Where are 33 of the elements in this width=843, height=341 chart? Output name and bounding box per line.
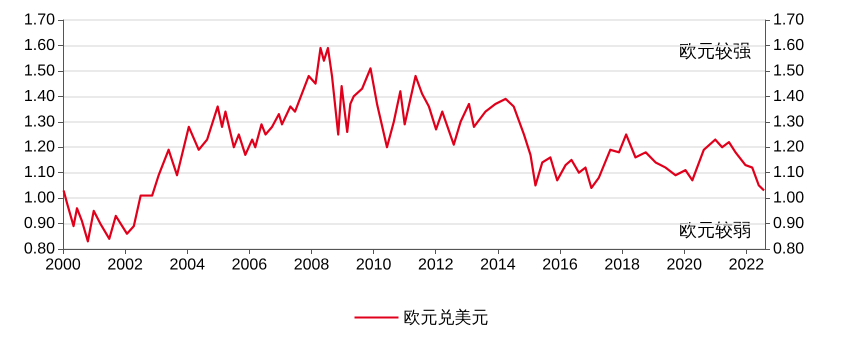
x-tick-label: 2018 [604,256,640,274]
y2-tick-label: 1.00 [773,190,804,207]
y-tick-label: 1.20 [24,138,56,156]
y-tick-label: 1.50 [24,62,56,80]
y-tick-label: 1.70 [24,12,56,28]
y-tick-label: 1.30 [24,113,56,130]
y2-tick-label: 1.30 [773,113,804,130]
x-tick-label: 2014 [480,256,516,274]
y2-tick-label: 1.40 [773,88,804,105]
x-tick-label: 2012 [418,256,454,274]
x-tick-label: 2008 [294,256,330,274]
x-tick-label: 2010 [356,256,392,274]
y2-tick-label: 0.80 [773,240,804,258]
y2-tick-label: 0.90 [773,215,804,232]
y-tick-label: 1.60 [24,36,56,54]
y2-tick-label: 1.60 [773,36,804,54]
y2-tick-label: 1.70 [773,12,804,28]
y-tick-label: 1.10 [24,164,56,182]
legend-label: 欧元兑美元 [404,308,488,327]
x-tick-label: 2006 [232,256,268,274]
y-tick-label: 0.80 [24,240,56,258]
x-tick-label: 2020 [666,256,702,274]
x-tick-label: 2002 [107,256,144,274]
y-tick-label: 0.90 [24,215,56,232]
x-tick-label: 2016 [542,256,578,274]
y-tick-label: 1.40 [24,88,56,105]
x-tick-label: 2004 [169,256,206,274]
x-tick-label: 2000 [45,256,81,274]
y2-tick-label: 1.50 [773,62,804,80]
x-tick-label: 2022 [728,256,764,274]
y2-tick-label: 1.20 [773,138,804,156]
y2-tick-label: 1.10 [773,164,804,182]
y-tick-label: 1.00 [24,190,56,207]
